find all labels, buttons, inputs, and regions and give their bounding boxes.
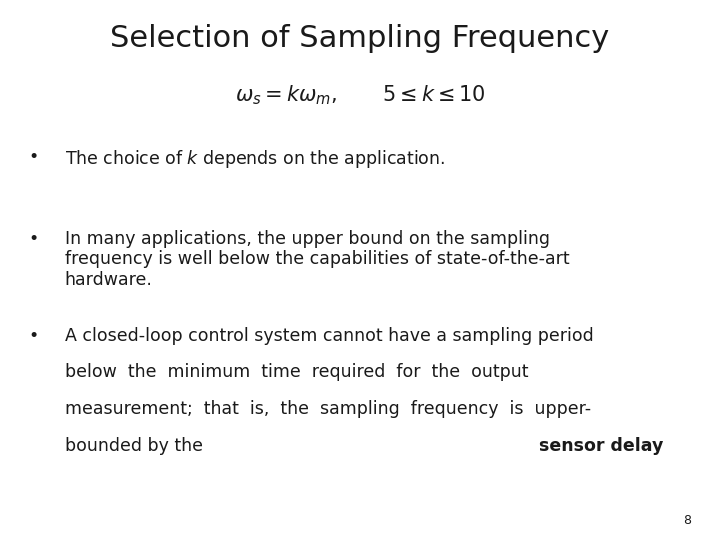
Text: •: • xyxy=(29,230,39,247)
Text: Selection of Sampling Frequency: Selection of Sampling Frequency xyxy=(110,24,610,53)
Text: measurement;  that  is,  the  sampling  frequency  is  upper-: measurement; that is, the sampling frequ… xyxy=(65,400,591,418)
Text: below  the  minimum  time  required  for  the  output: below the minimum time required for the … xyxy=(65,363,528,381)
Text: The choice of $k$ depends on the application.: The choice of $k$ depends on the applica… xyxy=(65,148,445,171)
Text: •: • xyxy=(29,148,39,166)
Text: •: • xyxy=(29,327,39,345)
Text: 8: 8 xyxy=(683,514,691,526)
Text: A closed-loop control system cannot have a sampling period: A closed-loop control system cannot have… xyxy=(65,327,593,345)
Text: bounded by the: bounded by the xyxy=(65,437,208,455)
Text: $\omega_s = k\omega_m,$$\qquad 5 \leq k \leq 10$: $\omega_s = k\omega_m,$$\qquad 5 \leq k … xyxy=(235,84,485,107)
Text: sensor delay: sensor delay xyxy=(539,437,663,455)
Text: In many applications, the upper bound on the sampling
frequency is well below th: In many applications, the upper bound on… xyxy=(65,230,570,289)
